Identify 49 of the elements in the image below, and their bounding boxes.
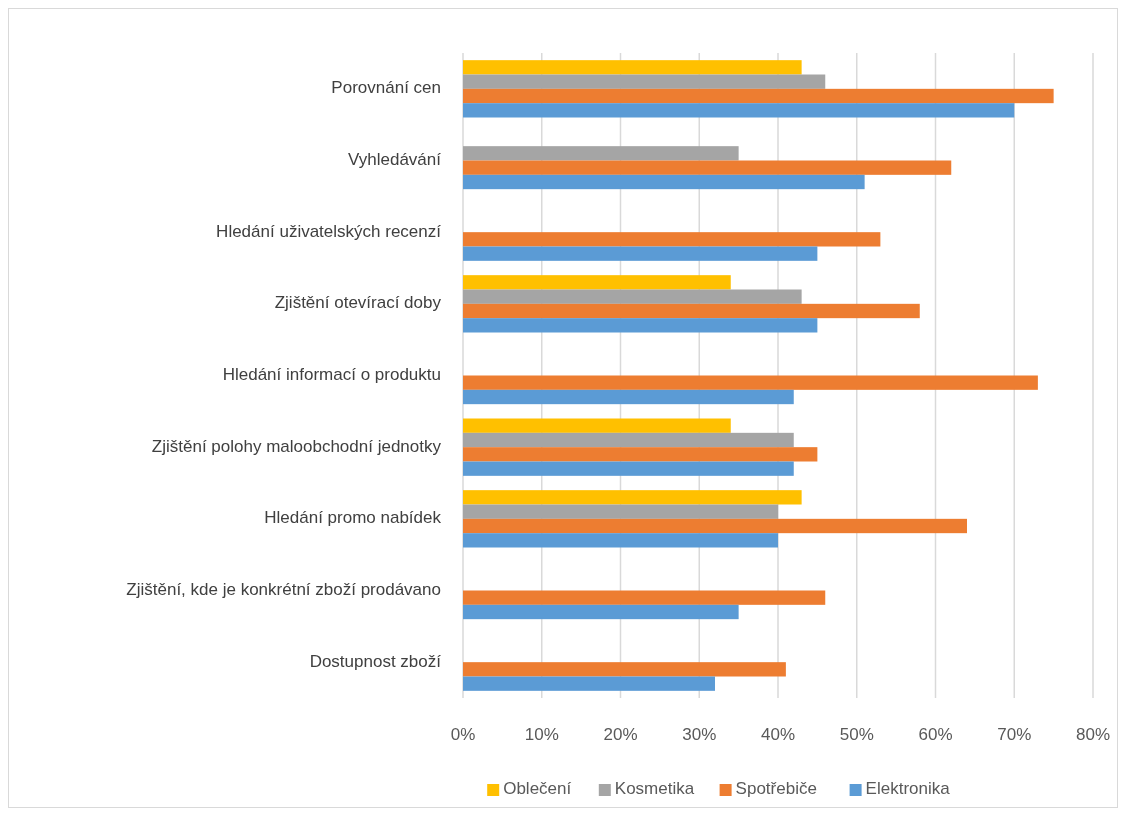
- bar: [463, 418, 731, 433]
- x-tick-label: 60%: [918, 725, 953, 744]
- legend-label: Elektronika: [865, 779, 951, 799]
- bar: [463, 275, 731, 290]
- y-tick-label: Vyhledávání: [348, 149, 442, 169]
- bar: [463, 590, 826, 605]
- bar: [463, 533, 778, 548]
- bar: [463, 232, 881, 247]
- bar: [463, 389, 794, 405]
- x-tick-label: 70%: [997, 725, 1032, 744]
- bar: [463, 662, 786, 677]
- x-tick-label: 0%: [450, 725, 476, 744]
- bar: [463, 318, 818, 333]
- y-tick-label: Hledání promo nabídek: [264, 508, 442, 528]
- bar: [463, 60, 802, 75]
- bar: [463, 504, 778, 519]
- bar: [463, 160, 952, 175]
- bar: [463, 74, 826, 89]
- x-tick-label: 20%: [603, 725, 638, 744]
- bar: [463, 518, 967, 534]
- bar: [463, 174, 865, 190]
- legend-label: Kosmetika: [614, 779, 695, 799]
- bar: [463, 246, 818, 261]
- bar: [463, 676, 715, 691]
- bar: [463, 432, 794, 448]
- legend-label: Spotřebiče: [735, 779, 817, 799]
- x-tick-label: 10%: [524, 725, 559, 744]
- x-tick-label: 30%: [682, 725, 717, 744]
- bar: [463, 375, 1038, 390]
- x-tick-label: 40%: [760, 725, 796, 744]
- y-tick-label: Zjištění polohy maloobchodní jednotky: [151, 436, 442, 456]
- y-tick-label: Dostupnost zboží: [309, 651, 442, 671]
- bar: [463, 447, 818, 462]
- bar: [463, 103, 1015, 118]
- y-tick-label: Hledání informací o produktu: [222, 364, 441, 384]
- y-tick-label: Zjištění, kde je konkrétní zboží prodávano: [126, 579, 441, 599]
- bar: [463, 461, 794, 476]
- bar: [463, 490, 802, 505]
- x-tick-label: 50%: [839, 725, 874, 744]
- bar: [463, 146, 739, 161]
- bar: [463, 88, 1054, 104]
- bar: [463, 303, 920, 319]
- y-tick-label: Zjištění otevírací doby: [274, 293, 442, 313]
- y-tick-label: Porovnání cen: [331, 78, 441, 98]
- bar: [463, 604, 739, 620]
- bar: [463, 289, 802, 304]
- y-tick-label: Hledání uživatelských recenzí: [216, 221, 442, 241]
- x-tick-label: 80%: [1075, 725, 1111, 744]
- legend-label: Oblečení: [503, 779, 572, 799]
